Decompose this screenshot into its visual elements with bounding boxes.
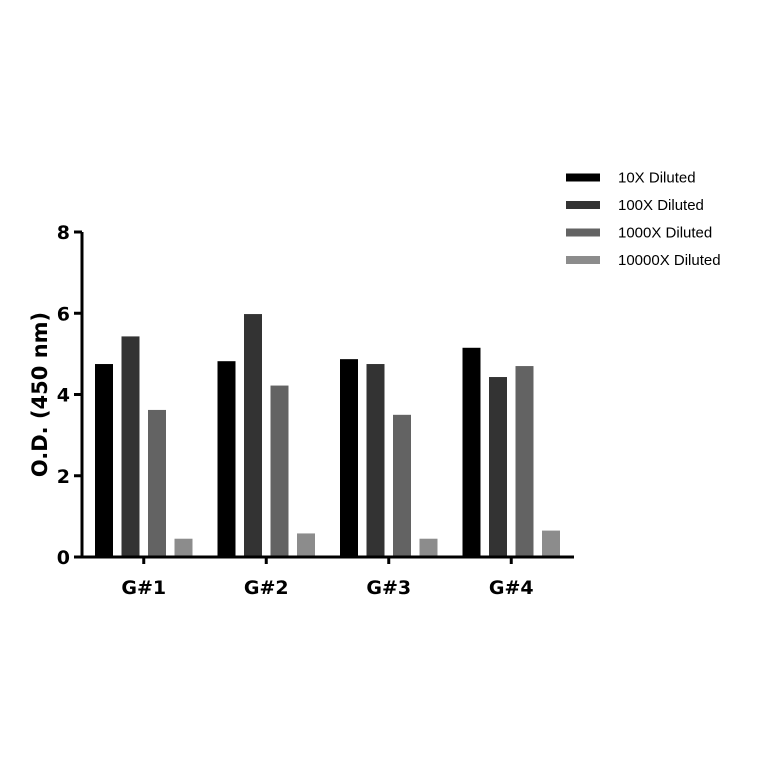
legend-label: 100X Diluted bbox=[618, 197, 704, 214]
y-ticks-group: 0 2 4 6 8 bbox=[57, 222, 82, 569]
legend: 10X Diluted 100X Diluted 1000X Diluted 1000… bbox=[566, 170, 721, 269]
legend-label: 10X Diluted bbox=[618, 170, 696, 187]
x-tick-label: G#3 bbox=[366, 577, 411, 599]
y-tick-label: 4 bbox=[57, 385, 70, 407]
bars-group bbox=[95, 314, 560, 557]
bar-G4-10x-diluted bbox=[462, 347, 481, 557]
bar-G2-10000x-diluted bbox=[297, 533, 315, 557]
bar-G2-10x-diluted bbox=[217, 361, 236, 557]
y-tick-label: 6 bbox=[57, 303, 70, 325]
legend-swatch bbox=[566, 201, 600, 209]
bar-G4-100x-diluted bbox=[489, 377, 507, 557]
legend-label: 10000X Diluted bbox=[618, 252, 721, 269]
bar-G1-10000x-diluted bbox=[174, 538, 193, 557]
bar-G4-1000x-diluted bbox=[515, 366, 534, 557]
bar-G3-10000x-diluted bbox=[419, 538, 438, 557]
bar-G1-1000x-diluted bbox=[148, 409, 166, 557]
y-tick-label: 2 bbox=[57, 466, 70, 488]
x-tick-label: G#2 bbox=[244, 577, 289, 599]
bar-G3-10x-diluted bbox=[340, 359, 358, 557]
bar-G3-1000x-diluted bbox=[393, 414, 411, 557]
y-tick-label: 0 bbox=[57, 547, 70, 569]
bar-G3-100x-diluted bbox=[366, 364, 385, 557]
bar-G1-10x-diluted bbox=[95, 364, 113, 557]
x-tick-label: G#1 bbox=[121, 577, 166, 599]
legend-label: 1000X Diluted bbox=[618, 225, 712, 242]
legend-swatch bbox=[566, 173, 600, 182]
bar-G2-100x-diluted bbox=[244, 314, 262, 557]
x-tick-label: G#4 bbox=[489, 577, 534, 599]
y-tick-label: 8 bbox=[57, 222, 70, 244]
y-axis-title: O.D. (450 nm) bbox=[28, 312, 52, 477]
bar-G4-10000x-diluted bbox=[542, 530, 560, 557]
legend-swatch bbox=[566, 228, 600, 237]
bar-G2-1000x-diluted bbox=[270, 385, 289, 557]
x-tick-labels-group: G#1 G#2 G#3 G#4 bbox=[121, 557, 534, 599]
bar-G1-100x-diluted bbox=[121, 336, 140, 557]
legend-swatch bbox=[566, 256, 600, 264]
